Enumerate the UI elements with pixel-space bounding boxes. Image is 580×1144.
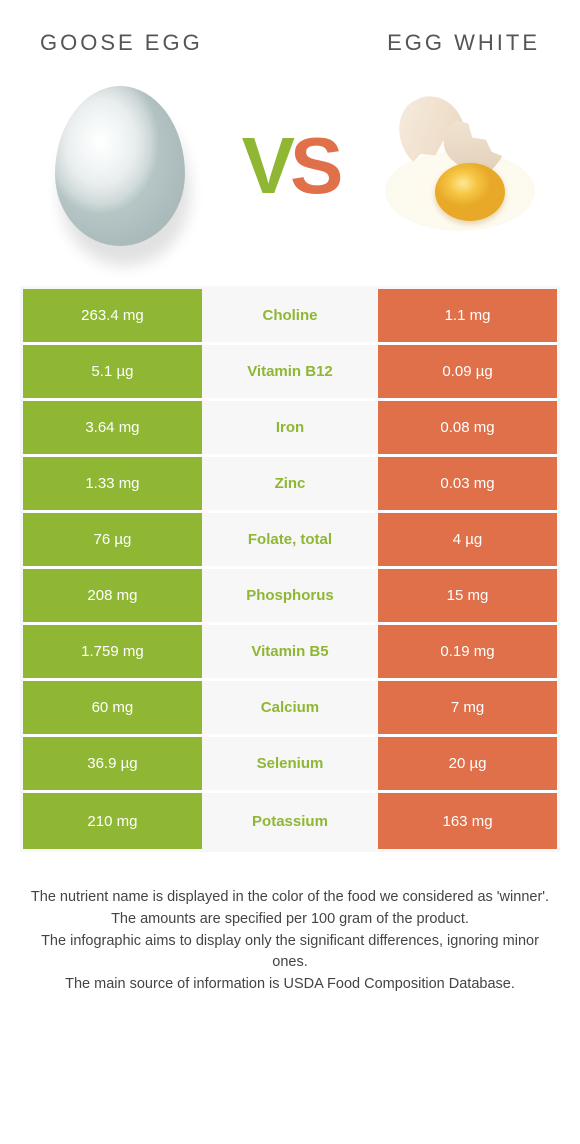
nutrient-name: Choline xyxy=(202,289,378,342)
right-value: 0.03 mg xyxy=(378,457,557,510)
table-row: 1.759 mgVitamin B50.19 mg xyxy=(23,625,557,681)
right-value: 0.08 mg xyxy=(378,401,557,454)
table-row: 60 mgCalcium7 mg xyxy=(23,681,557,737)
comparison-table: 263.4 mgCholine1.1 mg5.1 µgVitamin B120.… xyxy=(20,286,560,852)
right-value: 163 mg xyxy=(378,793,557,849)
left-food-title: GOOSE EGG xyxy=(40,30,203,56)
left-value: 1.759 mg xyxy=(23,625,202,678)
table-row: 208 mgPhosphorus15 mg xyxy=(23,569,557,625)
egg-white-image xyxy=(380,86,540,246)
table-row: 263.4 mgCholine1.1 mg xyxy=(23,289,557,345)
nutrient-name: Folate, total xyxy=(202,513,378,566)
nutrient-name: Selenium xyxy=(202,737,378,790)
nutrient-name: Calcium xyxy=(202,681,378,734)
left-value: 210 mg xyxy=(23,793,202,849)
vs-s-letter: S xyxy=(290,121,338,210)
nutrient-name: Iron xyxy=(202,401,378,454)
footer-line-3: The infographic aims to display only the… xyxy=(25,931,555,975)
left-value: 76 µg xyxy=(23,513,202,566)
goose-egg-icon xyxy=(55,86,185,246)
goose-egg-image xyxy=(40,86,200,246)
left-value: 60 mg xyxy=(23,681,202,734)
right-value: 1.1 mg xyxy=(378,289,557,342)
left-value: 3.64 mg xyxy=(23,401,202,454)
table-row: 76 µgFolate, total4 µg xyxy=(23,513,557,569)
left-value: 36.9 µg xyxy=(23,737,202,790)
images-row: VS xyxy=(20,86,560,286)
right-food-title: EGG WHITE xyxy=(387,30,540,56)
header: GOOSE EGG EGG WHITE xyxy=(20,20,560,86)
table-row: 210 mgPotassium163 mg xyxy=(23,793,557,849)
right-value: 7 mg xyxy=(378,681,557,734)
footer-notes: The nutrient name is displayed in the co… xyxy=(20,887,560,996)
right-value: 15 mg xyxy=(378,569,557,622)
nutrient-name: Vitamin B12 xyxy=(202,345,378,398)
table-row: 36.9 µgSelenium20 µg xyxy=(23,737,557,793)
table-row: 5.1 µgVitamin B120.09 µg xyxy=(23,345,557,401)
right-value: 4 µg xyxy=(378,513,557,566)
right-value: 0.19 mg xyxy=(378,625,557,678)
nutrient-name: Potassium xyxy=(202,793,378,849)
right-value: 20 µg xyxy=(378,737,557,790)
nutrient-name: Zinc xyxy=(202,457,378,510)
nutrient-name: Phosphorus xyxy=(202,569,378,622)
table-row: 1.33 mgZinc0.03 mg xyxy=(23,457,557,513)
right-value: 0.09 µg xyxy=(378,345,557,398)
left-value: 263.4 mg xyxy=(23,289,202,342)
footer-line-4: The main source of information is USDA F… xyxy=(25,974,555,996)
table-row: 3.64 mgIron0.08 mg xyxy=(23,401,557,457)
left-value: 208 mg xyxy=(23,569,202,622)
footer-line-2: The amounts are specified per 100 gram o… xyxy=(25,909,555,931)
vs-v-letter: V xyxy=(242,121,290,210)
footer-line-1: The nutrient name is displayed in the co… xyxy=(25,887,555,909)
vs-label: VS xyxy=(242,120,339,212)
nutrient-name: Vitamin B5 xyxy=(202,625,378,678)
egg-white-icon xyxy=(380,91,540,241)
left-value: 5.1 µg xyxy=(23,345,202,398)
left-value: 1.33 mg xyxy=(23,457,202,510)
